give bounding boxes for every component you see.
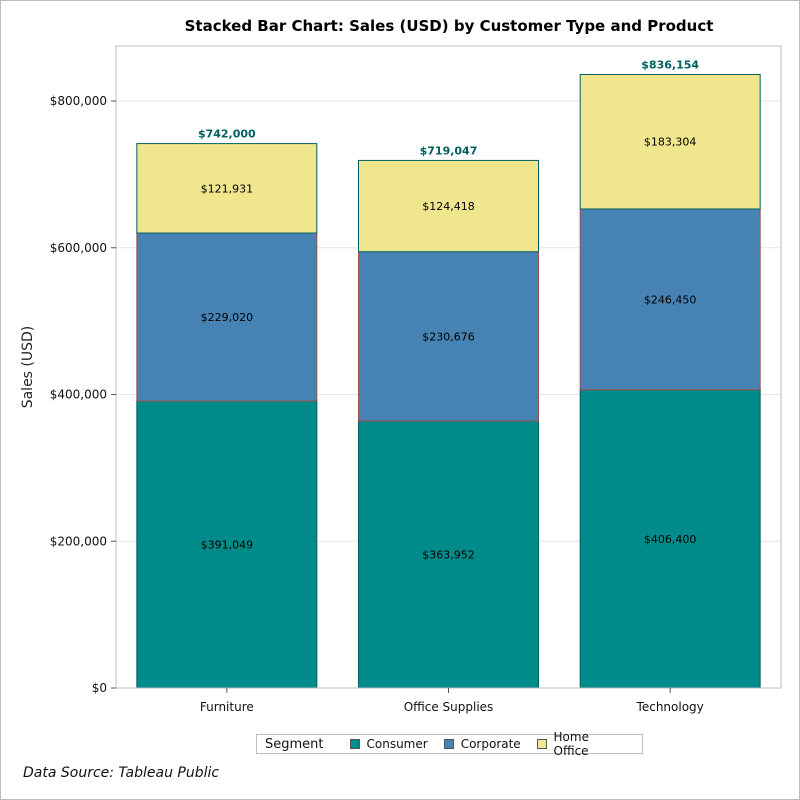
x-tick-label: Furniture <box>200 700 254 714</box>
bar-total-label: $742,000 <box>198 128 256 141</box>
bar-value-label: $229,020 <box>201 311 254 324</box>
bar-corporate-technology <box>579 208 761 391</box>
bar-home-office-furniture <box>136 143 318 234</box>
bar-corporate-office-supplies <box>358 251 539 422</box>
bar-corporate-furniture <box>136 232 318 402</box>
bar-total-label: $719,047 <box>420 144 478 157</box>
bar-value-label: $391,049 <box>201 539 254 552</box>
legend-item-consumer: Consumer <box>349 737 428 751</box>
legend-label-corporate: Corporate <box>460 737 521 751</box>
bar-consumer-technology <box>579 389 761 689</box>
y-tick-label: $200,000 <box>50 534 107 548</box>
legend-label-home-office: Home Office <box>553 730 589 758</box>
y-tick-label: $800,000 <box>50 94 107 108</box>
data-source-note: Data Source: Tableau Public <box>23 765 220 781</box>
bar-value-label: $121,931 <box>201 182 254 195</box>
y-axis-label: Sales (USD) <box>20 326 36 409</box>
bar-value-label: $406,400 <box>644 533 697 546</box>
bar-value-label: $124,418 <box>422 200 475 213</box>
bar-consumer-office-supplies <box>358 420 539 689</box>
bar-value-label: $183,304 <box>644 136 697 149</box>
legend-item-home-office: Home Office <box>536 730 626 758</box>
bar-consumer-furniture <box>136 400 318 689</box>
bar-value-label: $230,676 <box>422 330 475 343</box>
legend-swatch-corporate <box>443 739 454 749</box>
legend-title: Segment <box>265 736 324 752</box>
bar-home-office-technology <box>579 74 761 210</box>
y-tick-label: $400,000 <box>50 388 107 402</box>
chart-title: Stacked Bar Chart: Sales (USD) by Custom… <box>185 17 714 35</box>
y-tick-label: $600,000 <box>50 241 107 255</box>
legend-item-corporate: Corporate <box>443 737 521 751</box>
legend-swatch-consumer <box>349 739 360 749</box>
x-tick-label: Office Supplies <box>404 700 494 714</box>
bar-value-label: $363,952 <box>422 548 475 561</box>
bar-value-label: $246,450 <box>644 293 697 306</box>
bar-total-label: $836,154 <box>641 59 699 72</box>
y-tick-label: $0 <box>92 681 107 695</box>
x-tick-label: Technology <box>636 700 704 714</box>
legend-swatch-home-office <box>536 739 547 749</box>
legend-label-consumer: Consumer <box>366 737 428 751</box>
legend: Segment Consumer Corporate Home Office <box>256 730 643 758</box>
bar-home-office-office-supplies <box>358 159 539 253</box>
